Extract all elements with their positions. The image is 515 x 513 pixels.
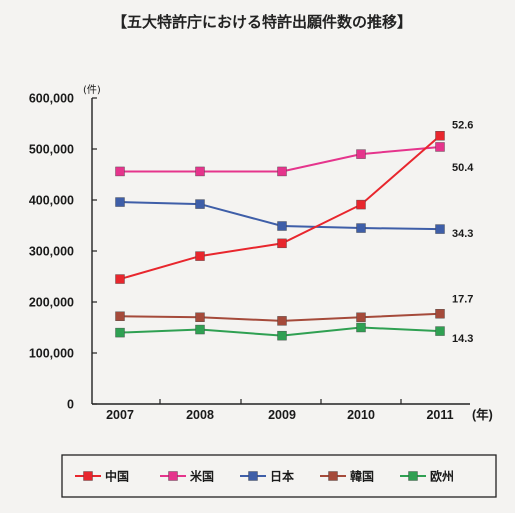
- series-point: [356, 312, 366, 322]
- series-中国: [115, 131, 445, 284]
- legend-label: 日本: [270, 469, 294, 484]
- x-tick-label: 2010: [347, 408, 375, 422]
- data-label-韓国: 17.7: [452, 294, 473, 306]
- legend-marker: [168, 471, 178, 481]
- series-point: [195, 312, 205, 322]
- legend-marker: [408, 471, 418, 481]
- data-label-米国: 50.4: [452, 162, 474, 174]
- series-point: [115, 327, 125, 338]
- series-point: [277, 316, 287, 326]
- series-point: [356, 199, 366, 210]
- series-point: [115, 311, 125, 321]
- series-point: [195, 199, 205, 209]
- legend: 中国 米国 日本 韓国 欧州: [75, 469, 454, 484]
- series-line: [119, 134, 441, 281]
- series-point: [277, 238, 287, 249]
- x-tick-label: 2011: [426, 408, 453, 422]
- series-point: [195, 166, 205, 177]
- legend-marker: [328, 471, 338, 481]
- legend-label: 米国: [190, 469, 214, 484]
- series-point: [435, 309, 445, 319]
- legend-marker: [248, 471, 258, 481]
- series-point: [435, 142, 445, 152]
- series-point: [356, 223, 366, 233]
- x-tick-label: 2008: [186, 408, 214, 422]
- legend-box: [61, 454, 497, 498]
- legend-marker: [83, 471, 93, 481]
- series-米国: [115, 142, 445, 177]
- series-point: [115, 166, 125, 177]
- data-label-中国: 52.6: [452, 120, 473, 132]
- series-point: [277, 166, 287, 177]
- legend-item-韓国: 韓国: [320, 469, 374, 484]
- series-point: [356, 322, 366, 333]
- y-tick-label: 400,000: [29, 194, 74, 208]
- series-point: [115, 197, 125, 207]
- series-point: [277, 330, 287, 341]
- x-tick-label: 2009: [268, 408, 296, 422]
- series-point: [435, 131, 445, 141]
- series-point: [435, 224, 445, 234]
- data-label-欧州: 14.3: [452, 333, 473, 345]
- y-tick-label: 600,000: [29, 92, 74, 106]
- y-tick-label: 300,000: [29, 245, 74, 259]
- x-axis-unit-label: (年): [472, 407, 493, 422]
- series-日本: [115, 197, 445, 234]
- legend-label: 中国: [105, 469, 129, 484]
- series-point: [435, 326, 445, 336]
- series-韓国: [115, 309, 445, 326]
- legend-item-米国: 米国: [160, 469, 214, 484]
- series-point: [356, 149, 366, 159]
- data-labels: 52.6 50.4 34.3 17.7 14.3: [452, 120, 474, 345]
- y-tick-label: 0: [67, 398, 74, 412]
- series-欧州: [115, 322, 445, 341]
- series-point: [195, 324, 205, 335]
- legend-item-中国: 中国: [75, 469, 129, 484]
- y-tick-label: 200,000: [29, 296, 74, 310]
- legend-label: 韓国: [350, 469, 374, 484]
- series-group: [115, 131, 445, 341]
- x-tick-label: 2007: [106, 408, 134, 422]
- legend-item-欧州: 欧州: [400, 469, 454, 484]
- axes: 0 100,000 200,000 300,000 400,000 500,000 600,…: [29, 92, 470, 422]
- series-point: [277, 221, 287, 231]
- y-tick-label: 100,000: [29, 347, 74, 361]
- data-label-日本: 34.3: [452, 228, 473, 240]
- legend-item-日本: 日本: [240, 469, 294, 484]
- legend-label: 欧州: [430, 469, 454, 484]
- series-point: [195, 251, 205, 261]
- y-axis-unit-label: (件): [83, 84, 101, 96]
- chart-title: 【五大特許庁における特許出願件数の推移】: [112, 13, 412, 31]
- series-point: [115, 274, 125, 284]
- y-tick-label: 500,000: [29, 143, 74, 157]
